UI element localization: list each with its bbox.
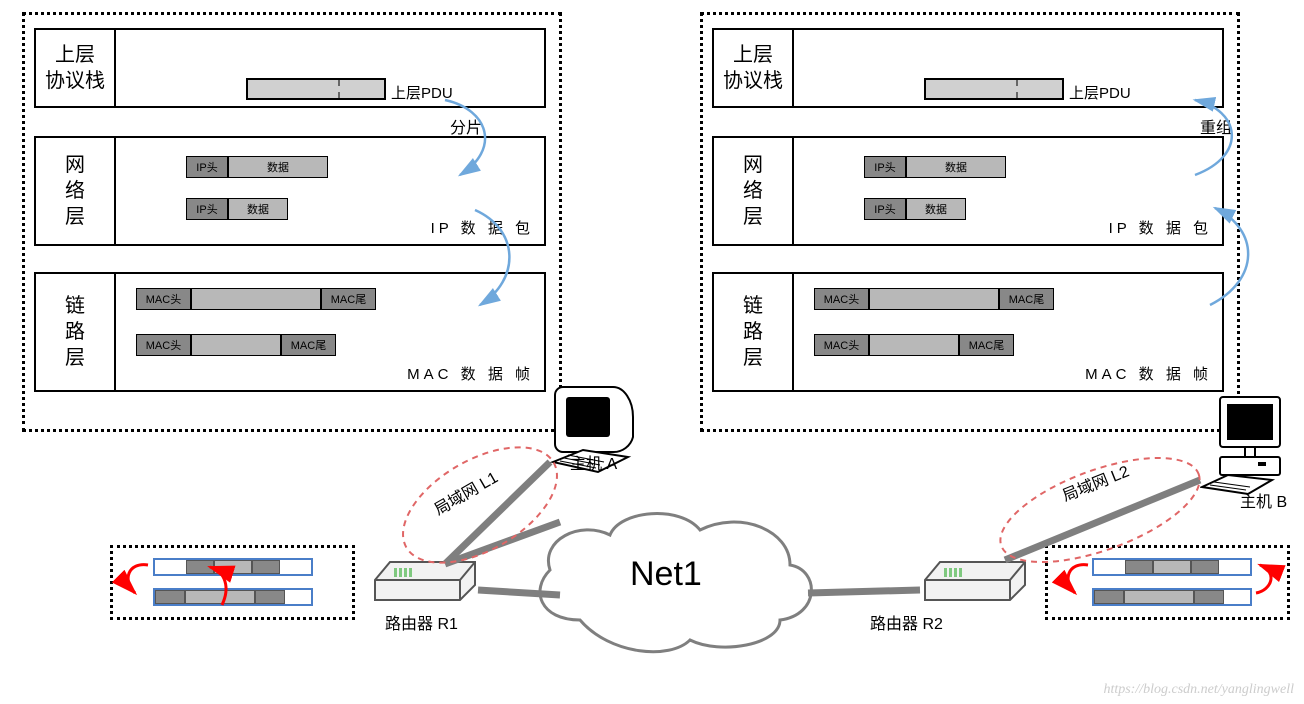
link-layer-label: 链 路 层 bbox=[36, 274, 116, 390]
pdu-box bbox=[924, 78, 1064, 100]
ip-data-seg: 数据 bbox=[228, 156, 328, 178]
mac-tail-seg: MAC尾 bbox=[321, 288, 376, 310]
mac-frame-2: MAC头 MAC尾 bbox=[136, 334, 336, 356]
left-network-layer: 网 络 层 IP头 数据 IP头 数据 IP 数 据 包 bbox=[34, 136, 546, 246]
network-layer-label: 网 络 层 bbox=[36, 138, 116, 244]
network-layer-label: 网 络 层 bbox=[714, 138, 794, 244]
ip-packet-2: IP头 数据 bbox=[864, 198, 966, 220]
link-layer-label: 链 路 层 bbox=[714, 274, 794, 390]
right-link-layer: 链 路 层 MAC头 MAC尾 MAC头 MAC尾 MAC 数 据 帧 bbox=[712, 272, 1224, 392]
mac-body-seg bbox=[869, 288, 999, 310]
ip-packet-1: IP头 数据 bbox=[864, 156, 1006, 178]
fragment-anno: 分片 bbox=[450, 114, 482, 138]
router-r1-internals bbox=[110, 545, 355, 620]
router-r2-internals bbox=[1045, 545, 1290, 620]
mini-frame-2 bbox=[153, 588, 313, 606]
ip-head-seg: IP头 bbox=[186, 156, 228, 178]
mini-frame-1 bbox=[153, 558, 313, 576]
mac-frame-1: MAC头 MAC尾 bbox=[814, 288, 1054, 310]
router-r1-label: 路由器 R1 bbox=[385, 610, 458, 634]
mac-body-seg bbox=[869, 334, 959, 356]
left-upper-layer: 上层 协议栈 上层PDU bbox=[34, 28, 546, 108]
pdu-caption: 上层PDU bbox=[1069, 82, 1131, 103]
ip-packet-1: IP头 数据 bbox=[186, 156, 328, 178]
right-upper-layer: 上层 协议栈 上层PDU bbox=[712, 28, 1224, 108]
upper-layer-label: 上层 协议栈 bbox=[36, 30, 116, 106]
mac-tail-seg: MAC尾 bbox=[281, 334, 336, 356]
mini-frame-1 bbox=[1092, 558, 1252, 576]
router-r2-icon bbox=[920, 550, 1030, 610]
net1-cloud: Net1 bbox=[520, 500, 820, 660]
reassemble-anno: 重组 bbox=[1200, 114, 1232, 138]
ip-caption: IP 数 据 包 bbox=[431, 217, 534, 238]
cloud-label: Net1 bbox=[630, 555, 702, 594]
mac-head-seg: MAC头 bbox=[136, 334, 191, 356]
mac-frame-1: MAC头 MAC尾 bbox=[136, 288, 376, 310]
mac-tail-seg: MAC尾 bbox=[999, 288, 1054, 310]
pdu-box bbox=[246, 78, 386, 100]
ip-head-seg: IP头 bbox=[864, 156, 906, 178]
ip-head-seg: IP头 bbox=[186, 198, 228, 220]
router-r1-icon bbox=[370, 550, 480, 610]
mac-body-seg bbox=[191, 334, 281, 356]
mac-tail-seg: MAC尾 bbox=[959, 334, 1014, 356]
upper-layer-label: 上层 协议栈 bbox=[714, 30, 794, 106]
mac-caption: MAC 数 据 帧 bbox=[407, 363, 534, 384]
host-b-label: 主机 B bbox=[1240, 488, 1287, 512]
ip-caption: IP 数 据 包 bbox=[1109, 217, 1212, 238]
left-link-layer: 链 路 层 MAC头 MAC尾 MAC头 MAC尾 MAC 数 据 帧 bbox=[34, 272, 546, 392]
network-encapsulation-diagram: 上层 协议栈 上层PDU 网 络 层 IP头 数据 IP头 数据 IP 数 据 … bbox=[0, 0, 1304, 704]
ip-data-seg: 数据 bbox=[906, 156, 1006, 178]
mini-frame-2 bbox=[1092, 588, 1252, 606]
ip-packet-2: IP头 数据 bbox=[186, 198, 288, 220]
router-r2-label: 路由器 R2 bbox=[870, 610, 943, 634]
mac-frame-2: MAC头 MAC尾 bbox=[814, 334, 1014, 356]
mac-head-seg: MAC头 bbox=[136, 288, 191, 310]
mac-head-seg: MAC头 bbox=[814, 334, 869, 356]
right-network-layer: 网 络 层 IP头 数据 IP头 数据 IP 数 据 包 bbox=[712, 136, 1224, 246]
watermark: https://blog.csdn.net/yanglingwell bbox=[1103, 682, 1294, 698]
mac-body-seg bbox=[191, 288, 321, 310]
pdu-caption: 上层PDU bbox=[391, 82, 453, 103]
mac-head-seg: MAC头 bbox=[814, 288, 869, 310]
lan1-label: 局域网 L1 bbox=[429, 464, 502, 520]
ip-data-seg: 数据 bbox=[906, 198, 966, 220]
ip-head-seg: IP头 bbox=[864, 198, 906, 220]
mac-caption: MAC 数 据 帧 bbox=[1085, 363, 1212, 384]
host-a-label: 主机 A bbox=[570, 450, 617, 474]
lan2-label: 局域网 L2 bbox=[1058, 458, 1132, 507]
ip-data-seg: 数据 bbox=[228, 198, 288, 220]
